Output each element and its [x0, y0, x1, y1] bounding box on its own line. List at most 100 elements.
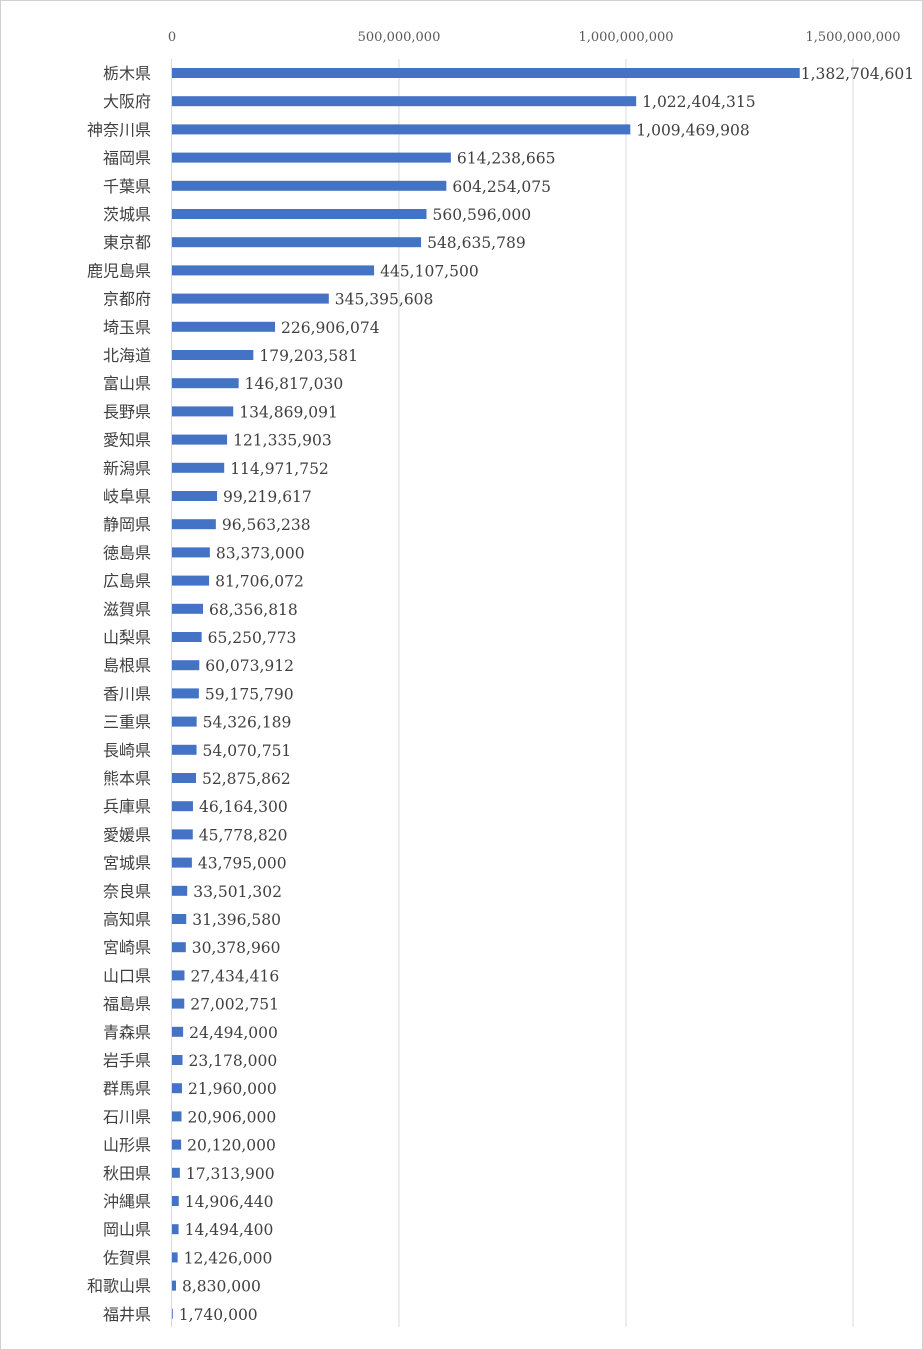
tick-label: 500,000,000 [358, 30, 441, 45]
category-label: 富山県 [103, 374, 151, 393]
data-label: 99,219,617 [223, 488, 312, 506]
data-label: 27,002,751 [190, 996, 279, 1014]
x-axis-ticks: 0 500,000,000 1,000,000,000 1,500,000,000 [168, 30, 901, 45]
bar [172, 914, 187, 924]
category-label: 愛知県 [103, 431, 151, 450]
bar [172, 773, 197, 783]
data-label: 24,494,000 [189, 1024, 278, 1042]
bar [172, 406, 234, 417]
data-label: 1,740,000 [179, 1306, 258, 1324]
category-label: 福岡県 [103, 149, 151, 168]
data-label: 54,070,751 [203, 742, 292, 760]
data-label: 52,875,862 [202, 770, 291, 788]
data-label: 134,869,091 [239, 403, 338, 421]
data-label: 30,378,960 [192, 939, 281, 957]
data-label: 445,107,500 [380, 262, 479, 280]
category-label: 岩手県 [103, 1051, 151, 1070]
data-label: 604,254,075 [452, 178, 551, 196]
category-label: 北海道 [103, 346, 151, 365]
bar [172, 998, 185, 1009]
bar [172, 885, 188, 896]
category-label: 千葉県 [103, 177, 151, 196]
category-label: 福井県 [103, 1305, 151, 1324]
data-label: 12,426,000 [184, 1249, 273, 1267]
data-label: 45,778,820 [199, 826, 288, 844]
data-label: 614,238,665 [457, 150, 556, 168]
bar [172, 1139, 182, 1150]
data-label: 548,635,789 [427, 234, 526, 252]
category-labels: 栃木県大阪府神奈川県福岡県千葉県茨城県東京都鹿児島県京都府埼玉県北海道富山県長野… [87, 64, 151, 1324]
bar [172, 180, 447, 191]
bar [172, 152, 451, 163]
data-label: 14,494,400 [185, 1221, 274, 1239]
data-label: 1,009,469,908 [636, 121, 749, 139]
category-label: 山形県 [103, 1136, 151, 1155]
bar [172, 744, 197, 755]
data-label: 96,563,238 [222, 516, 311, 534]
category-label: 三重県 [103, 713, 151, 732]
category-label: 岐阜県 [103, 487, 151, 506]
data-label: 33,501,302 [193, 883, 282, 901]
bar [172, 1224, 179, 1235]
category-label: 熊本県 [103, 769, 151, 788]
bar [172, 942, 186, 953]
category-label: 鹿児島県 [87, 261, 151, 280]
data-label: 114,971,752 [230, 460, 329, 478]
category-label: 埼玉県 [103, 318, 151, 337]
category-label: 山口県 [103, 966, 151, 985]
bar [172, 321, 276, 332]
category-label: 福島県 [103, 995, 151, 1014]
category-label: 石川県 [103, 1107, 151, 1126]
data-label: 65,250,773 [208, 629, 297, 647]
category-label: 広島県 [103, 572, 151, 591]
bar [172, 603, 204, 614]
category-label: 茨城県 [103, 205, 151, 224]
tick-label: 1,000,000,000 [578, 30, 673, 45]
category-label: 奈良県 [103, 882, 151, 901]
data-label: 8,830,000 [182, 1278, 261, 1296]
data-label: 83,373,000 [216, 544, 305, 562]
bar [172, 716, 197, 727]
data-label: 20,120,000 [187, 1137, 276, 1155]
category-label: 島根県 [103, 656, 151, 675]
bar [172, 350, 254, 360]
bar [172, 1308, 173, 1319]
bar [172, 632, 202, 642]
category-label: 長崎県 [103, 741, 151, 760]
bar [172, 68, 800, 78]
category-label: 宮城県 [103, 854, 151, 873]
category-label: 岡山県 [103, 1220, 151, 1239]
data-label: 23,178,000 [189, 1052, 278, 1070]
category-label: 京都府 [103, 290, 151, 309]
bar [172, 660, 200, 671]
category-label: 新潟県 [103, 459, 151, 478]
category-label: 群馬県 [103, 1079, 151, 1098]
data-label: 27,434,416 [190, 967, 279, 985]
data-label: 1,382,704,601 [801, 65, 914, 83]
data-labels: 1,382,704,601 1,022,404,315 1,009,469,908 6… [179, 65, 914, 1324]
category-label: 高知県 [103, 910, 151, 929]
category-label: 東京都 [103, 233, 151, 252]
bar [172, 462, 225, 473]
category-label: 兵庫県 [103, 797, 151, 816]
category-label: 佐賀県 [103, 1248, 151, 1267]
bar [172, 378, 239, 389]
data-label: 81,706,072 [215, 573, 304, 591]
category-label: 大阪府 [103, 92, 151, 111]
data-label: 560,596,000 [433, 206, 532, 224]
tick-label: 0 [168, 30, 176, 45]
data-label: 60,073,912 [205, 657, 294, 675]
category-label: 秋田県 [103, 1164, 151, 1183]
data-label: 121,335,903 [233, 432, 332, 450]
data-label: 146,817,030 [245, 375, 344, 393]
bar [172, 1055, 183, 1065]
data-label: 21,960,000 [188, 1080, 277, 1098]
data-label: 43,795,000 [198, 855, 287, 873]
category-label: 静岡県 [103, 515, 151, 534]
category-label: 青森県 [103, 1023, 151, 1042]
bar [172, 1111, 182, 1122]
bar [172, 1083, 182, 1094]
category-label: 愛媛県 [103, 825, 151, 844]
